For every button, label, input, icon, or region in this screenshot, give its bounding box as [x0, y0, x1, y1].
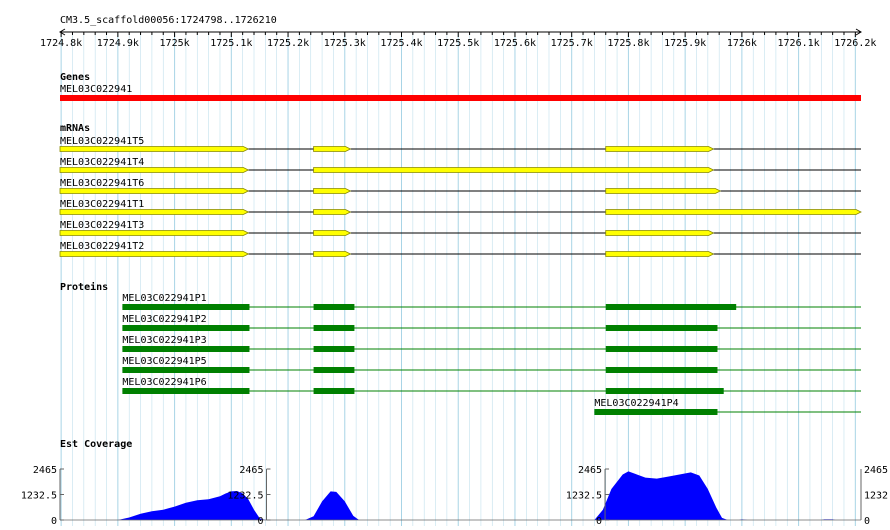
- mrna-exon[interactable]: [313, 146, 352, 152]
- mrna-exon[interactable]: [605, 251, 715, 257]
- coverage-min-label: 0: [864, 516, 870, 526]
- protein-label: MEL03C022941P6: [122, 377, 206, 388]
- ruler-tick-label: 1725.8k: [607, 38, 649, 49]
- protein-segment[interactable]: [313, 325, 355, 331]
- ruler-tick-label: 1725.6k: [494, 38, 536, 49]
- mrna-exon[interactable]: [313, 209, 352, 215]
- protein-label: MEL03C022941P5: [122, 356, 206, 367]
- gene-feature[interactable]: [60, 95, 861, 101]
- ruler-tick-label: 1725.5k: [437, 38, 479, 49]
- ruler-tick-label: 1725.9k: [664, 38, 706, 49]
- mrna-exon[interactable]: [59, 167, 250, 173]
- protein-segment[interactable]: [122, 325, 250, 331]
- protein-segment[interactable]: [605, 388, 724, 394]
- ruler-tick-label: 1725k: [160, 38, 190, 49]
- coverage-scale: 2465 1232.5 0: [227, 465, 271, 527]
- region-label: CM3.5_scaffold00056:1724798..1726210: [60, 15, 277, 26]
- mrna-label: MEL03C022941T5: [60, 136, 144, 147]
- mrna-exon[interactable]: [59, 188, 250, 194]
- mrna-exon[interactable]: [313, 251, 352, 257]
- ruler-tick-label: 1725.1k: [210, 38, 252, 49]
- coverage-max-label: 2465: [864, 465, 888, 476]
- coverage-track[interactable]: 2465 1232.5 0 2465 1232.5 0 2465 1232.5 0 2465 123…: [21, 465, 890, 527]
- protein-segment[interactable]: [605, 346, 718, 352]
- protein-segment[interactable]: [605, 367, 718, 373]
- protein-segment[interactable]: [313, 388, 355, 394]
- mrna-exon[interactable]: [59, 146, 250, 152]
- mrna-label: MEL03C022941T6: [60, 178, 144, 189]
- coverage-min-label: 0: [596, 516, 602, 526]
- mrna-label: MEL03C022941T1: [60, 199, 144, 210]
- mrna-exon[interactable]: [313, 167, 715, 173]
- mrna-label: MEL03C022941T2: [60, 241, 144, 252]
- coverage-max-label: 2465: [33, 465, 57, 476]
- ruler-left-arrow: [59, 28, 66, 36]
- protein-segment[interactable]: [122, 367, 250, 373]
- mrna-exon[interactable]: [59, 251, 250, 257]
- protein-segment[interactable]: [313, 367, 355, 373]
- mrna-exon[interactable]: [605, 209, 862, 215]
- mrna-exon[interactable]: [313, 230, 352, 236]
- protein-segment[interactable]: [594, 409, 718, 415]
- coverage-max-label: 2465: [578, 465, 602, 476]
- grid-lines: [60, 34, 856, 526]
- coverage-area[interactable]: [60, 471, 861, 520]
- protein-segment[interactable]: [605, 304, 737, 310]
- coverage-max-label: 2465: [239, 465, 263, 476]
- ruler-tick-label: 1726.1k: [778, 38, 820, 49]
- mrna-exon[interactable]: [605, 230, 715, 236]
- coverage-track-title: Est Coverage: [60, 439, 132, 450]
- protein-segment[interactable]: [122, 388, 250, 394]
- protein-segment[interactable]: [313, 346, 355, 352]
- protein-segment[interactable]: [122, 346, 250, 352]
- ruler-tick-label: 1726k: [727, 38, 757, 49]
- gene-label: MEL03C022941: [60, 84, 132, 95]
- proteins-track[interactable]: MEL03C022941P1 MEL03C022941P2 MEL03C022941…: [122, 293, 861, 415]
- coverage-scale-right: 2465 1232.5 0: [860, 465, 890, 527]
- coverage-mid-label: 1232.5: [227, 491, 263, 502]
- genes-track-title: Genes: [60, 72, 90, 83]
- coverage-mid-label: 1232.5: [21, 491, 57, 502]
- mrna-exon[interactable]: [313, 188, 352, 194]
- ruler-tick-label: 1724.9k: [97, 38, 139, 49]
- genes-track[interactable]: MEL03C022941: [60, 84, 861, 101]
- mrna-exon[interactable]: [59, 230, 250, 236]
- mrna-exon[interactable]: [605, 188, 722, 194]
- ruler-tick-label: 1726.2k: [834, 38, 876, 49]
- ruler-tick-label: 1725.2k: [267, 38, 309, 49]
- ruler-tick-label: 1725.7k: [551, 38, 593, 49]
- ruler-tick-label: 1724.8k: [40, 38, 82, 49]
- mrnas-track[interactable]: MEL03C022941T5 MEL03C022941T4 MEL03C022941…: [59, 136, 862, 257]
- proteins-track-title: Proteins: [60, 281, 108, 293]
- ruler-right-arrow: [855, 28, 862, 36]
- ruler-tick-label: 1725.3k: [324, 38, 366, 49]
- protein-label: MEL03C022941P1: [122, 293, 206, 304]
- protein-segment[interactable]: [122, 304, 250, 310]
- coverage-mid-label: 1232.5: [864, 491, 890, 502]
- mrna-label: MEL03C022941T3: [60, 220, 144, 231]
- mrna-exon[interactable]: [59, 209, 250, 215]
- mrna-exon[interactable]: [605, 146, 715, 152]
- coverage-min-label: 0: [257, 516, 263, 526]
- coverage-mid-label: 1232.5: [566, 491, 602, 502]
- protein-label: MEL03C022941P2: [122, 314, 206, 325]
- protein-label: MEL03C022941P4: [594, 398, 678, 409]
- coverage-scale: 2465 1232.5 0: [21, 465, 64, 527]
- ruler-tick-label: 1725.4k: [380, 38, 422, 49]
- mrnas-track-title: mRNAs: [60, 123, 90, 134]
- mrna-label: MEL03C022941T4: [60, 157, 144, 168]
- coverage-scale: 2465 1232.5 0: [566, 465, 610, 527]
- coverage-min-label: 0: [51, 516, 57, 526]
- protein-segment[interactable]: [605, 325, 718, 331]
- protein-label: MEL03C022941P3: [122, 335, 206, 346]
- coordinate-ruler[interactable]: 1724.8k 1724.9k 1725k 1725.1k 1725.2k 1725.3k…: [40, 28, 876, 49]
- protein-segment[interactable]: [313, 304, 355, 310]
